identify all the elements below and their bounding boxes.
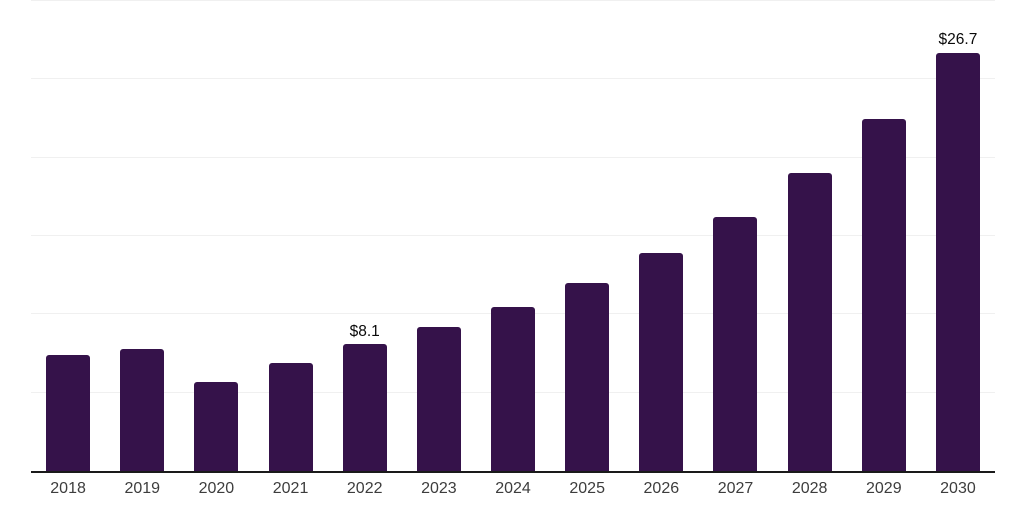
bar-slot-2027 — [698, 1, 772, 471]
x-tick-2023: 2023 — [421, 480, 457, 497]
bar-slot-2029 — [847, 1, 921, 471]
bar-2021[interactable] — [268, 362, 313, 471]
bar-2029[interactable] — [861, 118, 906, 471]
bar-slot-2023 — [402, 1, 476, 471]
gridline-20 — [31, 156, 995, 158]
bar-2027[interactable] — [713, 217, 758, 471]
bar-2022[interactable] — [342, 344, 387, 471]
gridline-15 — [31, 235, 995, 236]
bar-2030[interactable] — [935, 52, 980, 471]
bar-slot-2025 — [550, 1, 624, 471]
x-tick-2025: 2025 — [569, 480, 605, 497]
bar-slot-2030: $26.7 — [921, 1, 995, 471]
bar-2024[interactable] — [491, 306, 536, 471]
bar-slot-2019 — [105, 1, 179, 471]
bar-2018[interactable] — [46, 355, 91, 471]
bar-value-label-2030: $26.7 — [938, 31, 978, 49]
x-tick-2026: 2026 — [643, 480, 680, 497]
x-tick-2021: 2021 — [272, 480, 309, 497]
gridline-30 — [31, 0, 995, 1]
x-tick-2028: 2028 — [791, 480, 828, 497]
x-tick-2027: 2027 — [717, 480, 754, 497]
bars-row: $8.1 $26.7 — [31, 1, 995, 471]
bar-slot-2020 — [179, 1, 253, 471]
bar-slot-2018 — [31, 1, 105, 471]
bar-slot-2028 — [773, 1, 847, 471]
bar-value-label-2022: $8.1 — [349, 322, 380, 340]
x-tick-2029: 2029 — [866, 480, 902, 497]
bar-2025[interactable] — [565, 283, 610, 471]
x-tick-2019: 2019 — [124, 480, 161, 497]
plot-area: $8.1 $26.7 — [31, 0, 995, 473]
bar-2023[interactable] — [416, 326, 461, 471]
bar-2019[interactable] — [120, 348, 165, 471]
bar-slot-2021 — [253, 1, 327, 471]
bar-slot-2024 — [476, 1, 550, 471]
bar-2028[interactable] — [787, 173, 832, 471]
bar-2020[interactable] — [194, 381, 239, 471]
gridline-25 — [31, 78, 995, 80]
x-tick-2020: 2020 — [198, 480, 235, 497]
bar-2026[interactable] — [639, 253, 684, 471]
x-tick-2018: 2018 — [50, 480, 86, 497]
x-axis-labels: 2018 2019 2020 2021 2022 2023 2024 2025 2026 2027… — [31, 479, 995, 498]
bar-slot-2026 — [624, 1, 698, 471]
x-tick-2030: 2030 — [940, 480, 976, 497]
x-tick-2022: 2022 — [346, 480, 383, 497]
bar-slot-2022: $8.1 — [328, 1, 402, 471]
x-tick-2024: 2024 — [495, 480, 531, 497]
